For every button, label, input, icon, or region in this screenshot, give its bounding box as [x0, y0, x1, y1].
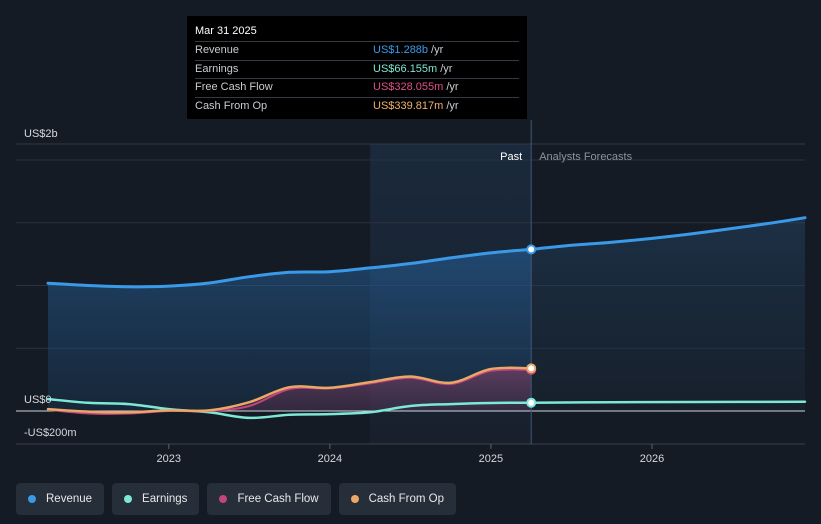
tooltip-value: US$339.817m [373, 99, 444, 112]
chart: Past Analysts Forecasts US$2b US$0 -US$200m 2… [16, 120, 807, 465]
legend-label: Free Cash Flow [237, 493, 319, 505]
earnings-line [46, 397, 533, 420]
tooltip-unit: /yr [446, 99, 459, 112]
legend-item-earnings[interactable]: Earnings [112, 483, 200, 515]
tooltip-row-cash-from-op: Cash From Op US$339.817m /yr [195, 96, 519, 116]
y-tick-label: US$2b [24, 128, 58, 140]
forecast-label: Analysts Forecasts [539, 151, 632, 163]
legend-label: Revenue [46, 493, 93, 505]
tooltip-label: Earnings [195, 62, 239, 75]
revenue-marker [526, 244, 537, 255]
legend-label: Earnings [142, 493, 188, 505]
tooltip-date: Mar 31 2025 [195, 25, 257, 37]
earnings-forecast-line [529, 400, 807, 404]
earnings-marker [526, 397, 537, 408]
x-tick-label: 2025 [479, 453, 503, 465]
cash-flow-area [48, 367, 532, 413]
legend-dot-icon [28, 495, 36, 503]
x-tick-label: 2026 [640, 453, 664, 465]
x-tick-label: 2024 [318, 453, 342, 465]
y-tick-label: -US$200m [24, 427, 77, 439]
legend-item-cash-from-op[interactable]: Cash From Op [338, 483, 457, 515]
cash-from-op-line [46, 366, 533, 414]
tooltip: Mar 31 2025 Revenue US$1.288b /yr Earnin… [187, 16, 527, 119]
revenue-forecast-line [529, 216, 807, 251]
tooltip-value: US$1.288b [373, 44, 429, 56]
tooltip-unit: /yr [446, 81, 459, 93]
legend-label: Cash From Op [368, 493, 445, 505]
cash-from-op-marker [526, 363, 537, 374]
tooltip-value: US$66.155m [373, 62, 438, 75]
legend-item-free-cash-flow[interactable]: Free Cash Flow [207, 483, 331, 515]
past-label: Past [500, 151, 522, 163]
y-tick-label: US$0 [24, 394, 52, 406]
legend-dot-icon [219, 495, 228, 503]
legend: Revenue Earnings Free Cash Flow Cash Fro… [16, 483, 457, 515]
tooltip-unit: /yr [431, 44, 444, 56]
tooltip-row-free-cash-flow: Free Cash Flow US$328.055m /yr [195, 78, 519, 97]
tooltip-label: Cash From Op [195, 99, 268, 112]
legend-dot-icon [124, 495, 133, 503]
tooltip-value: US$328.055m [373, 81, 444, 93]
tooltip-label: Free Cash Flow [195, 81, 273, 93]
tooltip-row-revenue: Revenue US$1.288b /yr [195, 41, 519, 60]
revenue-forecast-area [531, 217, 805, 411]
legend-dot-icon [350, 495, 359, 503]
revenue-area [48, 249, 532, 411]
x-tick-label: 2023 [157, 453, 181, 465]
tooltip-unit: /yr [440, 62, 453, 75]
revenue-line [46, 247, 533, 289]
tooltip-row-earnings: Earnings US$66.155m /yr [195, 59, 519, 79]
legend-item-revenue[interactable]: Revenue [16, 483, 105, 515]
tooltip-label: Revenue [195, 44, 240, 56]
